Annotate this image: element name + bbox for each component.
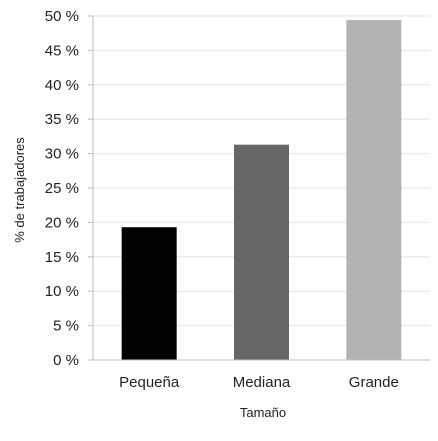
bar-grande (346, 20, 402, 361)
x-category-label: Pequeña (119, 374, 180, 391)
y-tick-labels: 0 % 5 % 10 % 15 % 20 % 25 % 30 % 35 % 40 % 45 % 50… (45, 8, 79, 369)
y-tick-label: 25 % (45, 180, 79, 197)
y-tick-label: 30 % (45, 146, 79, 163)
y-tick-label: 40 % (45, 77, 79, 94)
y-tick-label: 35 % (45, 111, 79, 128)
axes (88, 15, 430, 361)
y-axis-title: % de trabajadores (12, 137, 27, 243)
y-tick-label: 20 % (45, 214, 79, 231)
x-category-labels: Pequeña Mediana Grande (119, 374, 399, 391)
bar-mediana (234, 144, 289, 360)
x-axis-title: Tamaño (240, 405, 286, 420)
x-category-label: Mediana (233, 374, 291, 391)
y-tick-label: 45 % (45, 42, 79, 59)
bars (121, 20, 402, 361)
y-tick-label: 5 % (53, 318, 79, 335)
y-tick-label: 15 % (45, 249, 79, 266)
y-tick-label: 10 % (45, 283, 79, 300)
y-tick-label: 50 % (45, 8, 79, 25)
y-tick-label: 0 % (53, 352, 79, 369)
bar-pequeña (121, 227, 177, 360)
x-category-label: Grande (349, 374, 399, 391)
